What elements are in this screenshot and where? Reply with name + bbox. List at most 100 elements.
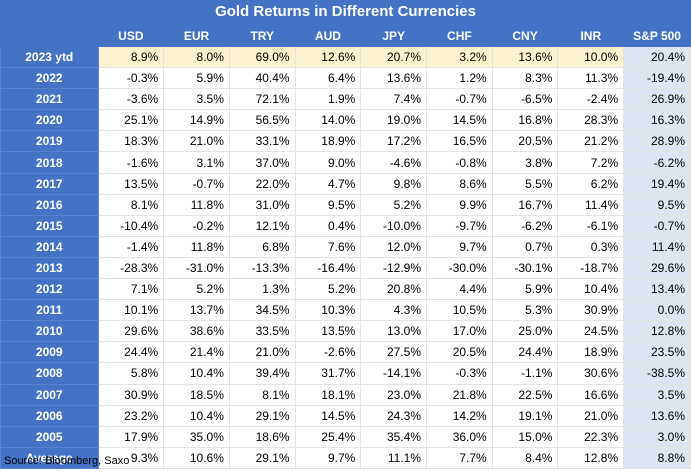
table-cell: 18.1%	[294, 383, 362, 406]
row-label: 2022	[0, 67, 99, 90]
table-cell: 20.8%	[360, 278, 428, 301]
table-cell: 10.4%	[163, 404, 230, 427]
row-label: 2009	[0, 341, 99, 364]
table-cell: 25.1%	[97, 109, 165, 132]
table-cell: 10.1%	[97, 299, 165, 322]
row-label: 2007	[0, 383, 99, 406]
table-cell: 24.5%	[557, 320, 625, 343]
table-cell: 13.7%	[163, 299, 230, 322]
table-cell: 14.9%	[163, 109, 230, 132]
table-cell: 14.5%	[426, 109, 493, 132]
table-cell: -0.2%	[163, 214, 230, 237]
table-cell: -16.4%	[294, 256, 362, 280]
source-note: Source: Bloomberg, Saxo	[4, 455, 130, 467]
table-row: 2023 ytd 8.9% 8.0% 69.0% 12.6% 20.7% 3.2% 13.6%…	[0, 45, 691, 69]
table-cell: 5.8%	[97, 362, 165, 385]
table-cell: 20.4%	[623, 45, 691, 69]
table-cell: 11.8%	[163, 193, 230, 216]
table-cell: 9.8%	[360, 172, 428, 195]
table-cell: 6.2%	[557, 172, 625, 195]
column-header: TRY	[228, 24, 296, 47]
table-cell: 13.5%	[97, 172, 165, 195]
table-cell: 19.1%	[491, 404, 559, 427]
table-cell: 21.0%	[557, 404, 625, 427]
table-cell: 7.6%	[294, 235, 362, 258]
table-cell: 20.5%	[491, 130, 559, 153]
row-label: 2021	[0, 88, 99, 111]
table-row: 2021 -3.6% 3.5% 72.1% 1.9% 7.4% -0.7% -6.5% -2.4…	[0, 88, 691, 111]
table-row: 2022 -0.3% 5.9% 40.4% 6.4% 13.6% 1.2% 8.3% 11.3%…	[0, 67, 691, 90]
table-cell: 13.5%	[294, 320, 362, 343]
table-cell: 29.1%	[228, 404, 296, 427]
table-row: 2016 8.1% 11.8% 31.0% 9.5% 5.2% 9.9% 16.7% 11.4%…	[0, 193, 691, 216]
table-cell: 8.9%	[97, 45, 165, 69]
column-header: CHF	[426, 24, 493, 47]
table-cell: 21.2%	[557, 130, 625, 153]
table-cell: 3.8%	[491, 151, 559, 174]
table-cell: 8.6%	[426, 172, 493, 195]
table-cell: 27.5%	[360, 341, 428, 364]
table-cell: 9.5%	[623, 193, 691, 216]
table-cell: 4.7%	[294, 172, 362, 195]
table-row: 2005 17.9% 35.0% 18.6% 25.4% 35.4% 36.0% 15.0% 2…	[0, 425, 691, 448]
table-cell: 13.4%	[623, 278, 691, 301]
table-cell: 5.2%	[360, 193, 428, 216]
table-cell: -6.2%	[623, 151, 691, 174]
table-cell: 29.6%	[97, 320, 165, 343]
table-cell: 3.2%	[426, 45, 493, 69]
table-cell: -0.7%	[163, 172, 230, 195]
table-cell: 15.0%	[491, 425, 559, 448]
table-cell: 8.1%	[97, 193, 165, 216]
table-cell: 30.6%	[557, 362, 625, 385]
table-cell: 23.0%	[360, 383, 428, 406]
table-cell: 17.9%	[97, 425, 165, 448]
table-cell: 14.5%	[294, 404, 362, 427]
table-cell: 24.4%	[491, 341, 559, 364]
table-cell: 8.8%	[623, 446, 691, 469]
column-header: AUD	[294, 24, 362, 47]
table-cell: 21.0%	[228, 341, 296, 364]
table-cell: 9.7%	[426, 235, 493, 258]
table-cell: -9.7%	[426, 214, 493, 237]
table-cell: -19.4%	[623, 67, 691, 90]
table-cell: -6.5%	[491, 88, 559, 111]
table-cell: 5.3%	[491, 299, 559, 322]
table-row: 2008 5.8% 10.4% 39.4% 31.7% -14.1% -0.3% -1.1% 3…	[0, 362, 691, 385]
table-cell: 7.7%	[426, 446, 493, 469]
table-cell: -1.4%	[97, 235, 165, 258]
table-cell: 7.4%	[360, 88, 428, 111]
table-cell: 10.5%	[426, 299, 493, 322]
table-cell: 9.5%	[294, 193, 362, 216]
table-cell: -6.2%	[491, 214, 559, 237]
table-cell: 13.6%	[360, 67, 428, 90]
table-cell: 37.0%	[228, 151, 296, 174]
table-cell: 72.1%	[228, 88, 296, 111]
table-cell: 11.4%	[623, 235, 691, 258]
table-cell: -0.3%	[426, 362, 493, 385]
row-label: 2015	[0, 214, 99, 237]
table-cell: 39.4%	[228, 362, 296, 385]
row-label: Average	[0, 446, 99, 469]
table-cell: 0.7%	[491, 235, 559, 258]
returns-table: USD EUR TRY AUD JPY CHF CNY INR S&P 500 2023 ytd…	[0, 24, 691, 469]
table-cell: 16.3%	[623, 109, 691, 132]
table-cell: 5.2%	[294, 278, 362, 301]
table-cell: 1.9%	[294, 88, 362, 111]
table-cell: -38.5%	[623, 362, 691, 385]
table-cell: -1.1%	[491, 362, 559, 385]
table-row: 2015 -10.4% -0.2% 12.1% 0.4% -10.0% -9.7% -6.2%…	[0, 214, 691, 237]
table-cell: 13.6%	[491, 45, 559, 69]
table-cell: 33.5%	[228, 320, 296, 343]
table-row: Average 9.3% 10.6% 29.1% 9.7% 11.1% 7.7% 8.4% 12…	[0, 446, 691, 469]
table-cell: 11.8%	[163, 235, 230, 258]
table-cell: 29.1%	[228, 446, 296, 469]
table-cell: 14.2%	[426, 404, 493, 427]
table-cell: -0.7%	[623, 214, 691, 237]
table-cell: 26.9%	[623, 88, 691, 111]
row-label: 2018	[0, 151, 99, 174]
table-cell: 9.0%	[294, 151, 362, 174]
table-row: 2013 -28.3% -31.0% -13.3% -16.4% -12.9% -30.0%…	[0, 256, 691, 280]
table-cell: 20.5%	[426, 341, 493, 364]
table-cell: 40.4%	[228, 67, 296, 90]
